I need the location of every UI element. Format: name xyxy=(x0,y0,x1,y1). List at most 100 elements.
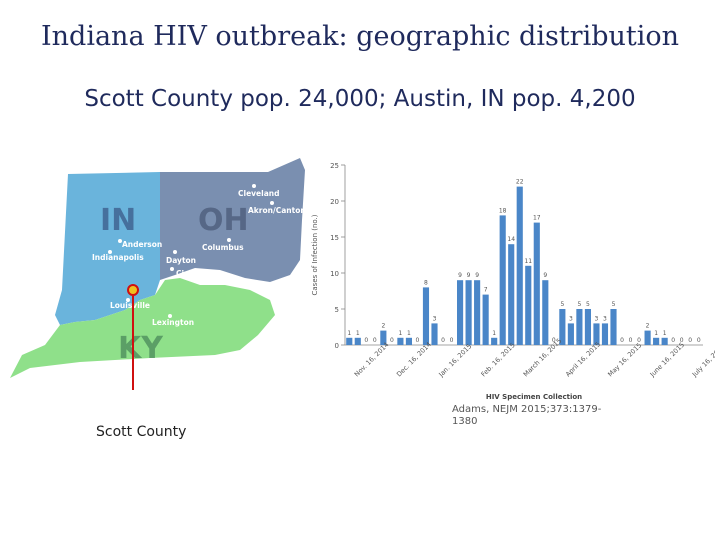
bar-value-label: 9 xyxy=(458,272,462,279)
bar xyxy=(584,309,591,345)
bar-value-label: 1 xyxy=(407,330,411,337)
y-tick-label: 10 xyxy=(330,270,339,278)
bar xyxy=(610,309,617,345)
bar xyxy=(653,337,660,345)
bar-value-label: 1 xyxy=(654,330,658,337)
bar xyxy=(576,309,583,345)
bar-value-label: 0 xyxy=(364,337,368,344)
x-tick-label: Jan. 16, 2015 xyxy=(437,342,474,379)
x-tick-label: Dec. 16, 2014 xyxy=(395,340,433,378)
bar-value-label: 1 xyxy=(398,330,402,337)
bar xyxy=(516,186,523,345)
bar-value-label: 0 xyxy=(671,337,675,344)
bar-value-label: 0 xyxy=(637,337,641,344)
bar-value-label: 7 xyxy=(484,287,488,294)
bar xyxy=(644,330,651,345)
bar-value-label: 5 xyxy=(612,301,616,308)
bar-value-label: 2 xyxy=(646,323,650,330)
bar-value-label: 0 xyxy=(441,337,445,344)
bar-value-label: 3 xyxy=(603,315,607,322)
bar-value-label: 3 xyxy=(569,315,573,322)
bar xyxy=(601,323,609,345)
y-tick-label: 15 xyxy=(330,234,339,242)
bar xyxy=(431,323,438,345)
bar-value-label: 9 xyxy=(475,272,479,279)
city-dot xyxy=(227,238,231,242)
bar xyxy=(508,244,515,345)
y-axis-title: Cases of Infection (no.) xyxy=(311,214,319,295)
bar-value-label: 0 xyxy=(373,337,377,344)
city-dot xyxy=(108,250,112,254)
bar-value-label: 0 xyxy=(688,337,692,344)
x-tick-label: June 16, 2015 xyxy=(648,341,686,379)
city-label-cincinnati: Cincinnati xyxy=(176,269,218,278)
city-label-lexington: Lexington xyxy=(152,318,194,327)
city-label-akron: Akron/Canton xyxy=(248,206,306,215)
bar-value-label: 8 xyxy=(424,279,428,286)
city-label-indianapolis: Indianapolis xyxy=(92,253,144,262)
city-label-columbus: Columbus xyxy=(202,243,244,252)
bar xyxy=(533,222,540,345)
bar xyxy=(525,265,532,345)
bar xyxy=(380,330,387,345)
bar xyxy=(422,287,430,345)
bar-value-label: 1 xyxy=(356,330,360,337)
city-dot xyxy=(170,267,174,271)
bar-value-label: 1 xyxy=(492,330,496,337)
bar xyxy=(542,280,549,345)
bar-value-label: 17 xyxy=(533,215,541,222)
bar xyxy=(354,337,361,345)
bar-value-label: 0 xyxy=(620,337,624,344)
x-tick-label: Nov. 16, 2014 xyxy=(353,341,391,379)
city-label-anderson: Anderson xyxy=(122,240,162,249)
bar xyxy=(567,323,574,345)
bar xyxy=(346,337,353,345)
bar-value-label: 0 xyxy=(697,337,701,344)
bar xyxy=(499,215,506,345)
bar xyxy=(457,280,464,345)
city-dot xyxy=(126,298,130,302)
x-tick-label: Feb. 16, 2015 xyxy=(480,341,517,378)
y-tick-label: 25 xyxy=(330,162,339,170)
bar xyxy=(465,280,472,345)
city-dot xyxy=(118,239,122,243)
scott-county-label: Scott County xyxy=(96,424,187,440)
city-dot xyxy=(168,314,172,318)
bar-value-label: 3 xyxy=(433,315,437,322)
bar-value-label: 5 xyxy=(560,301,564,308)
bar-value-label: 0 xyxy=(390,337,394,344)
city-dot xyxy=(270,201,274,205)
state-label-oh: OH xyxy=(198,203,249,238)
kentucky-shape xyxy=(10,278,275,378)
bar-value-label: 0 xyxy=(680,337,684,344)
x-tick-label: April 16, 2015 xyxy=(564,340,602,378)
citation: Adams, NEJM 2015;373:1379-1380 xyxy=(452,404,602,427)
state-label-ky: KY xyxy=(118,331,164,366)
x-axis-title: HIV Specimen Collection xyxy=(486,393,582,401)
bar xyxy=(559,309,566,345)
bar-value-label: 22 xyxy=(516,179,524,186)
bar xyxy=(491,337,498,345)
y-tick-label: 20 xyxy=(330,198,339,206)
bar-value-label: 14 xyxy=(507,236,515,243)
y-tick-label: 5 xyxy=(335,306,339,314)
bar-value-label: 18 xyxy=(499,207,507,214)
bar-value-label: 5 xyxy=(586,301,590,308)
bar-value-label: 0 xyxy=(629,337,633,344)
bar-value-label: 9 xyxy=(543,272,547,279)
scott-county-marker xyxy=(127,284,139,296)
city-label-dayton: Dayton xyxy=(166,256,196,265)
bar-value-label: 0 xyxy=(450,337,454,344)
bar xyxy=(482,294,489,345)
x-tick-label: July 16, 2015 xyxy=(690,343,715,380)
bar-value-label: 9 xyxy=(467,272,471,279)
city-label-louisville: Louisville xyxy=(110,301,150,310)
bar xyxy=(397,337,404,345)
state-label-in: IN xyxy=(100,203,136,238)
bar-value-label: 3 xyxy=(595,315,599,322)
city-label-cleveland: Cleveland xyxy=(238,189,279,198)
ohio-shape xyxy=(160,158,305,282)
y-tick-label: 0 xyxy=(335,342,339,350)
bar xyxy=(474,280,481,345)
